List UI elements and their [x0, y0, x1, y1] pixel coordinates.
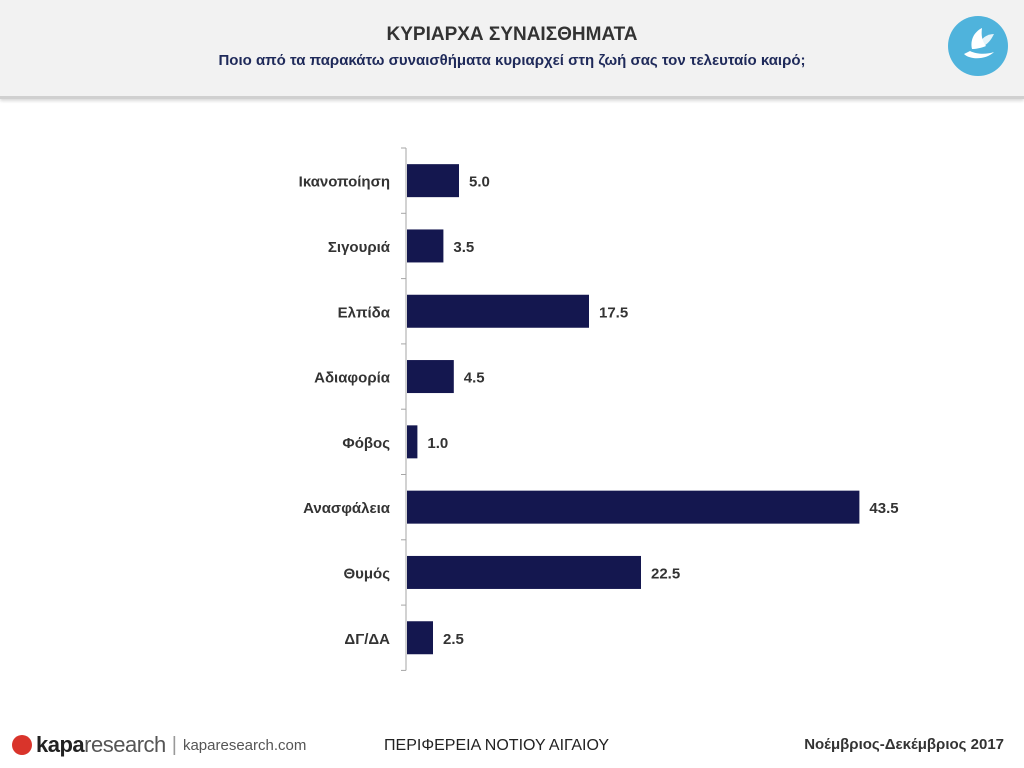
- category-label: Ελπίδα: [338, 304, 391, 321]
- brand-name-bold: kapa: [36, 732, 85, 757]
- value-label: 3.5: [453, 239, 474, 256]
- bar: [407, 294, 589, 328]
- bar: [407, 621, 433, 655]
- value-label: 43.5: [869, 500, 898, 517]
- category-label: Θυμός: [343, 565, 390, 582]
- brand-url[interactable]: kaparesearch.com: [182, 736, 307, 754]
- bar: [407, 490, 860, 524]
- bar: [407, 229, 444, 263]
- bar-chart: Ικανοποίηση 5.0 Σιγουριά 3.5 Ελπίδα 17.5 Αδιαφ…: [299, 147, 899, 671]
- period-label: Νοέμβριος-Δεκέμβριος 2017: [804, 736, 1004, 753]
- chart-title: ΚΥΡΙΑΡΧΑ ΣΥΝΑΙΣΘΗΜΑΤΑ: [386, 24, 638, 45]
- header-band: ΚΥΡΙΑΡΧΑ ΣΥΝΑΙΣΘΗΜΑΤΑ Ποιο από τα παρακά…: [0, 0, 1024, 99]
- bar: [407, 360, 454, 394]
- bar: [407, 555, 641, 589]
- region-label: ΠΕΡΙΦΕΡΕΙΑ ΝΟΤΙΟΥ ΑΙΓΑΙΟΥ: [384, 737, 610, 754]
- category-label: Αδιαφορία: [314, 370, 391, 387]
- bar: [407, 425, 418, 459]
- value-label: 2.5: [443, 631, 464, 648]
- dove-hand-icon: [948, 16, 1008, 76]
- brand-name-light: research: [84, 732, 166, 757]
- brand-mark-icon: [12, 735, 32, 755]
- value-label: 1.0: [427, 435, 448, 452]
- brand-logo[interactable]: kapa research | kaparesearch.com: [12, 730, 306, 760]
- chart-subtitle: Ποιο από τα παρακάτω συναισθήματα κυριαρ…: [218, 52, 806, 69]
- category-label: Ικανοποίηση: [299, 174, 390, 191]
- value-label: 17.5: [599, 304, 628, 321]
- value-label: 22.5: [651, 565, 680, 582]
- value-label: 5.0: [469, 174, 490, 191]
- category-label: Ανασφάλεια: [303, 500, 391, 517]
- category-label: Φόβος: [342, 435, 390, 452]
- category-label: Σιγουριά: [328, 239, 391, 256]
- footer: kapa research | kaparesearch.com ΠΕΡΙΦΕΡ…: [0, 700, 1024, 768]
- brand-separator: |: [171, 733, 177, 756]
- category-label: ΔΓ/ΔΑ: [344, 631, 390, 648]
- bar: [407, 164, 459, 198]
- value-label: 4.5: [464, 370, 485, 387]
